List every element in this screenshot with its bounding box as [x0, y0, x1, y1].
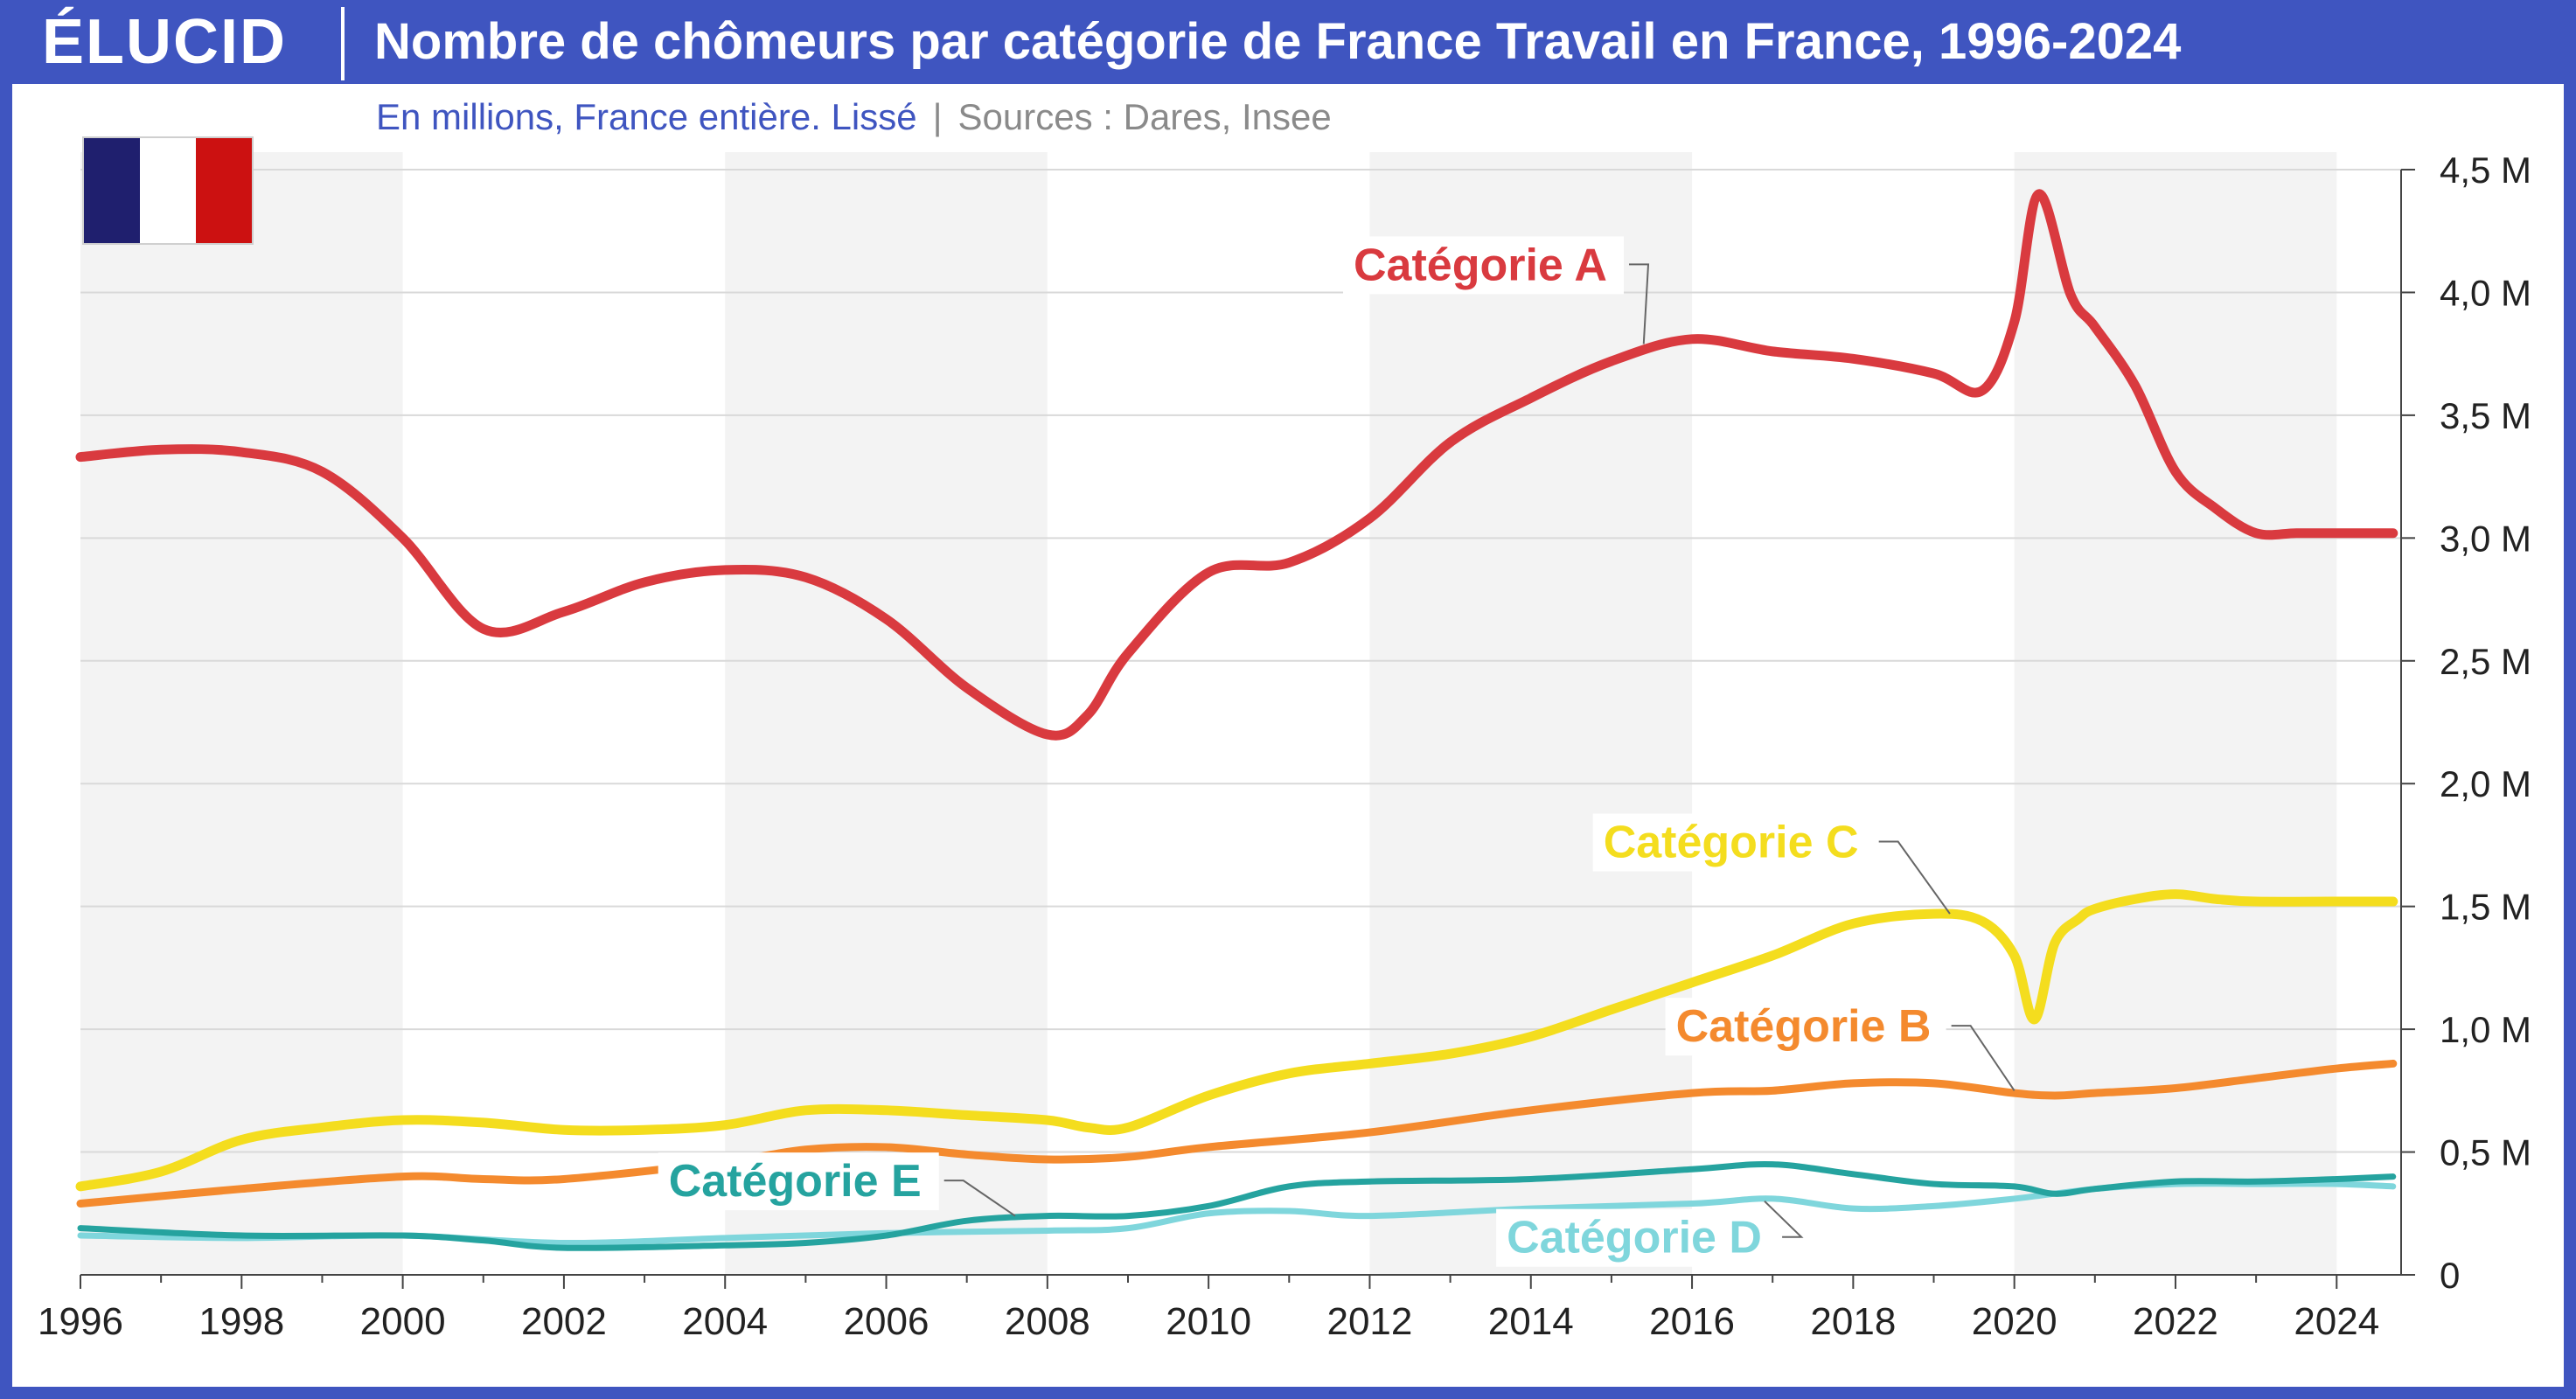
series-line-cat-gorie-e: [77, 1160, 2397, 1251]
ytick-label: 0,5 M: [2440, 1132, 2531, 1173]
header-divider: [341, 7, 345, 80]
xtick-label: 2002: [521, 1300, 607, 1343]
annotation-bg-cat-gorie-e: [658, 1152, 939, 1211]
xtick-label: 2012: [1326, 1300, 1412, 1343]
subtitle-main: En millions, France entière. Lissé: [376, 96, 917, 137]
series-lines: [75, 189, 2398, 1251]
xtick-label: 2014: [1488, 1300, 1574, 1343]
xtick-label: 2024: [2294, 1300, 2379, 1343]
ytick-label: 3,0 M: [2440, 518, 2531, 559]
series-line-cat-gorie-c: [75, 889, 2398, 1192]
series-label-cat-gorie-e: Catégorie E: [669, 1156, 922, 1207]
footer-url: www.elucid.media: [2301, 1361, 2497, 1388]
ytick-label: 0: [2440, 1255, 2460, 1296]
band-3: [2014, 152, 2337, 1275]
xtick-label: 2000: [360, 1300, 446, 1343]
flag-stripe-white: [140, 138, 196, 243]
ytick-label: 2,5 M: [2440, 641, 2531, 682]
ytick-label: 2,0 M: [2440, 763, 2531, 804]
annotation-bg-cat-gorie-b: [1665, 998, 1946, 1056]
series-annotations: Catégorie A Catégorie C Catégorie B Catégor…: [658, 236, 2016, 1267]
xtick-label: 1998: [198, 1300, 284, 1343]
band-1: [725, 152, 1048, 1275]
flag-stripe-red: [196, 138, 252, 243]
annotation-bg-cat-gorie-a: [1343, 236, 1625, 295]
annotation-leader-cat-gorie-a: [1629, 263, 1650, 345]
xtick-label: 2010: [1166, 1300, 1251, 1343]
elucid-logo: ÉLUCID: [42, 7, 287, 77]
subtitle: En millions, France entière. Lissé | Sourc…: [376, 96, 1332, 138]
xtick-label: 2022: [2133, 1300, 2218, 1343]
header: ÉLUCID Nombre de chômeurs par catégorie …: [0, 0, 2576, 84]
xtick-label: 1996: [38, 1300, 123, 1343]
france-flag-icon: [82, 136, 254, 245]
axes: 0 0,5 M 1,0 M 1,5 M 2,0 M 2,5 M 3,0 M 3,5 M 4,0 …: [38, 150, 2531, 1343]
annotation-leader-cat-gorie-c: [1878, 840, 1951, 915]
chart-title: Nombre de chômeurs par catégorie de Fran…: [374, 13, 2182, 70]
background-bands: [80, 152, 2337, 1275]
xtick-label: 2004: [682, 1300, 768, 1343]
band-2: [1369, 152, 1693, 1275]
series-line-cat-gorie-a: [75, 189, 2398, 741]
series-label-cat-gorie-c: Catégorie C: [1604, 817, 1859, 867]
ytick-label: 1,0 M: [2440, 1009, 2531, 1050]
subtitle-sources: Sources : Dares, Insee: [957, 96, 1332, 137]
ytick-label: 3,5 M: [2440, 395, 2531, 436]
xtick-label: 2016: [1649, 1300, 1735, 1343]
ytick-label: 1,5 M: [2440, 887, 2531, 928]
ytick-label: 4,5 M: [2440, 150, 2531, 191]
series-label-cat-gorie-a: Catégorie A: [1354, 240, 1607, 290]
xtick-label: 2020: [1972, 1300, 2057, 1343]
flag-stripe-blue: [84, 138, 140, 243]
subtitle-separator: |: [932, 96, 943, 137]
annotation-bg-cat-gorie-c: [1592, 813, 1874, 872]
xtick-label: 2006: [844, 1300, 929, 1343]
xtick-label: 2008: [1005, 1300, 1090, 1343]
xtick-label: 2018: [1810, 1300, 1896, 1343]
annotation-bg-cat-gorie-d: [1496, 1208, 1778, 1267]
annotation-leader-cat-gorie-d: [1764, 1201, 1804, 1238]
band-0: [80, 152, 403, 1275]
gridlines: [80, 169, 2401, 1153]
series-line-cat-gorie-b: [76, 1059, 2398, 1208]
series-label-cat-gorie-d: Catégorie D: [1507, 1213, 1762, 1263]
annotation-leader-cat-gorie-e: [943, 1180, 1016, 1217]
series-label-cat-gorie-b: Catégorie B: [1676, 1001, 1932, 1052]
ytick-label: 4,0 M: [2440, 272, 2531, 313]
annotation-leader-cat-gorie-b: [1951, 1025, 2016, 1091]
